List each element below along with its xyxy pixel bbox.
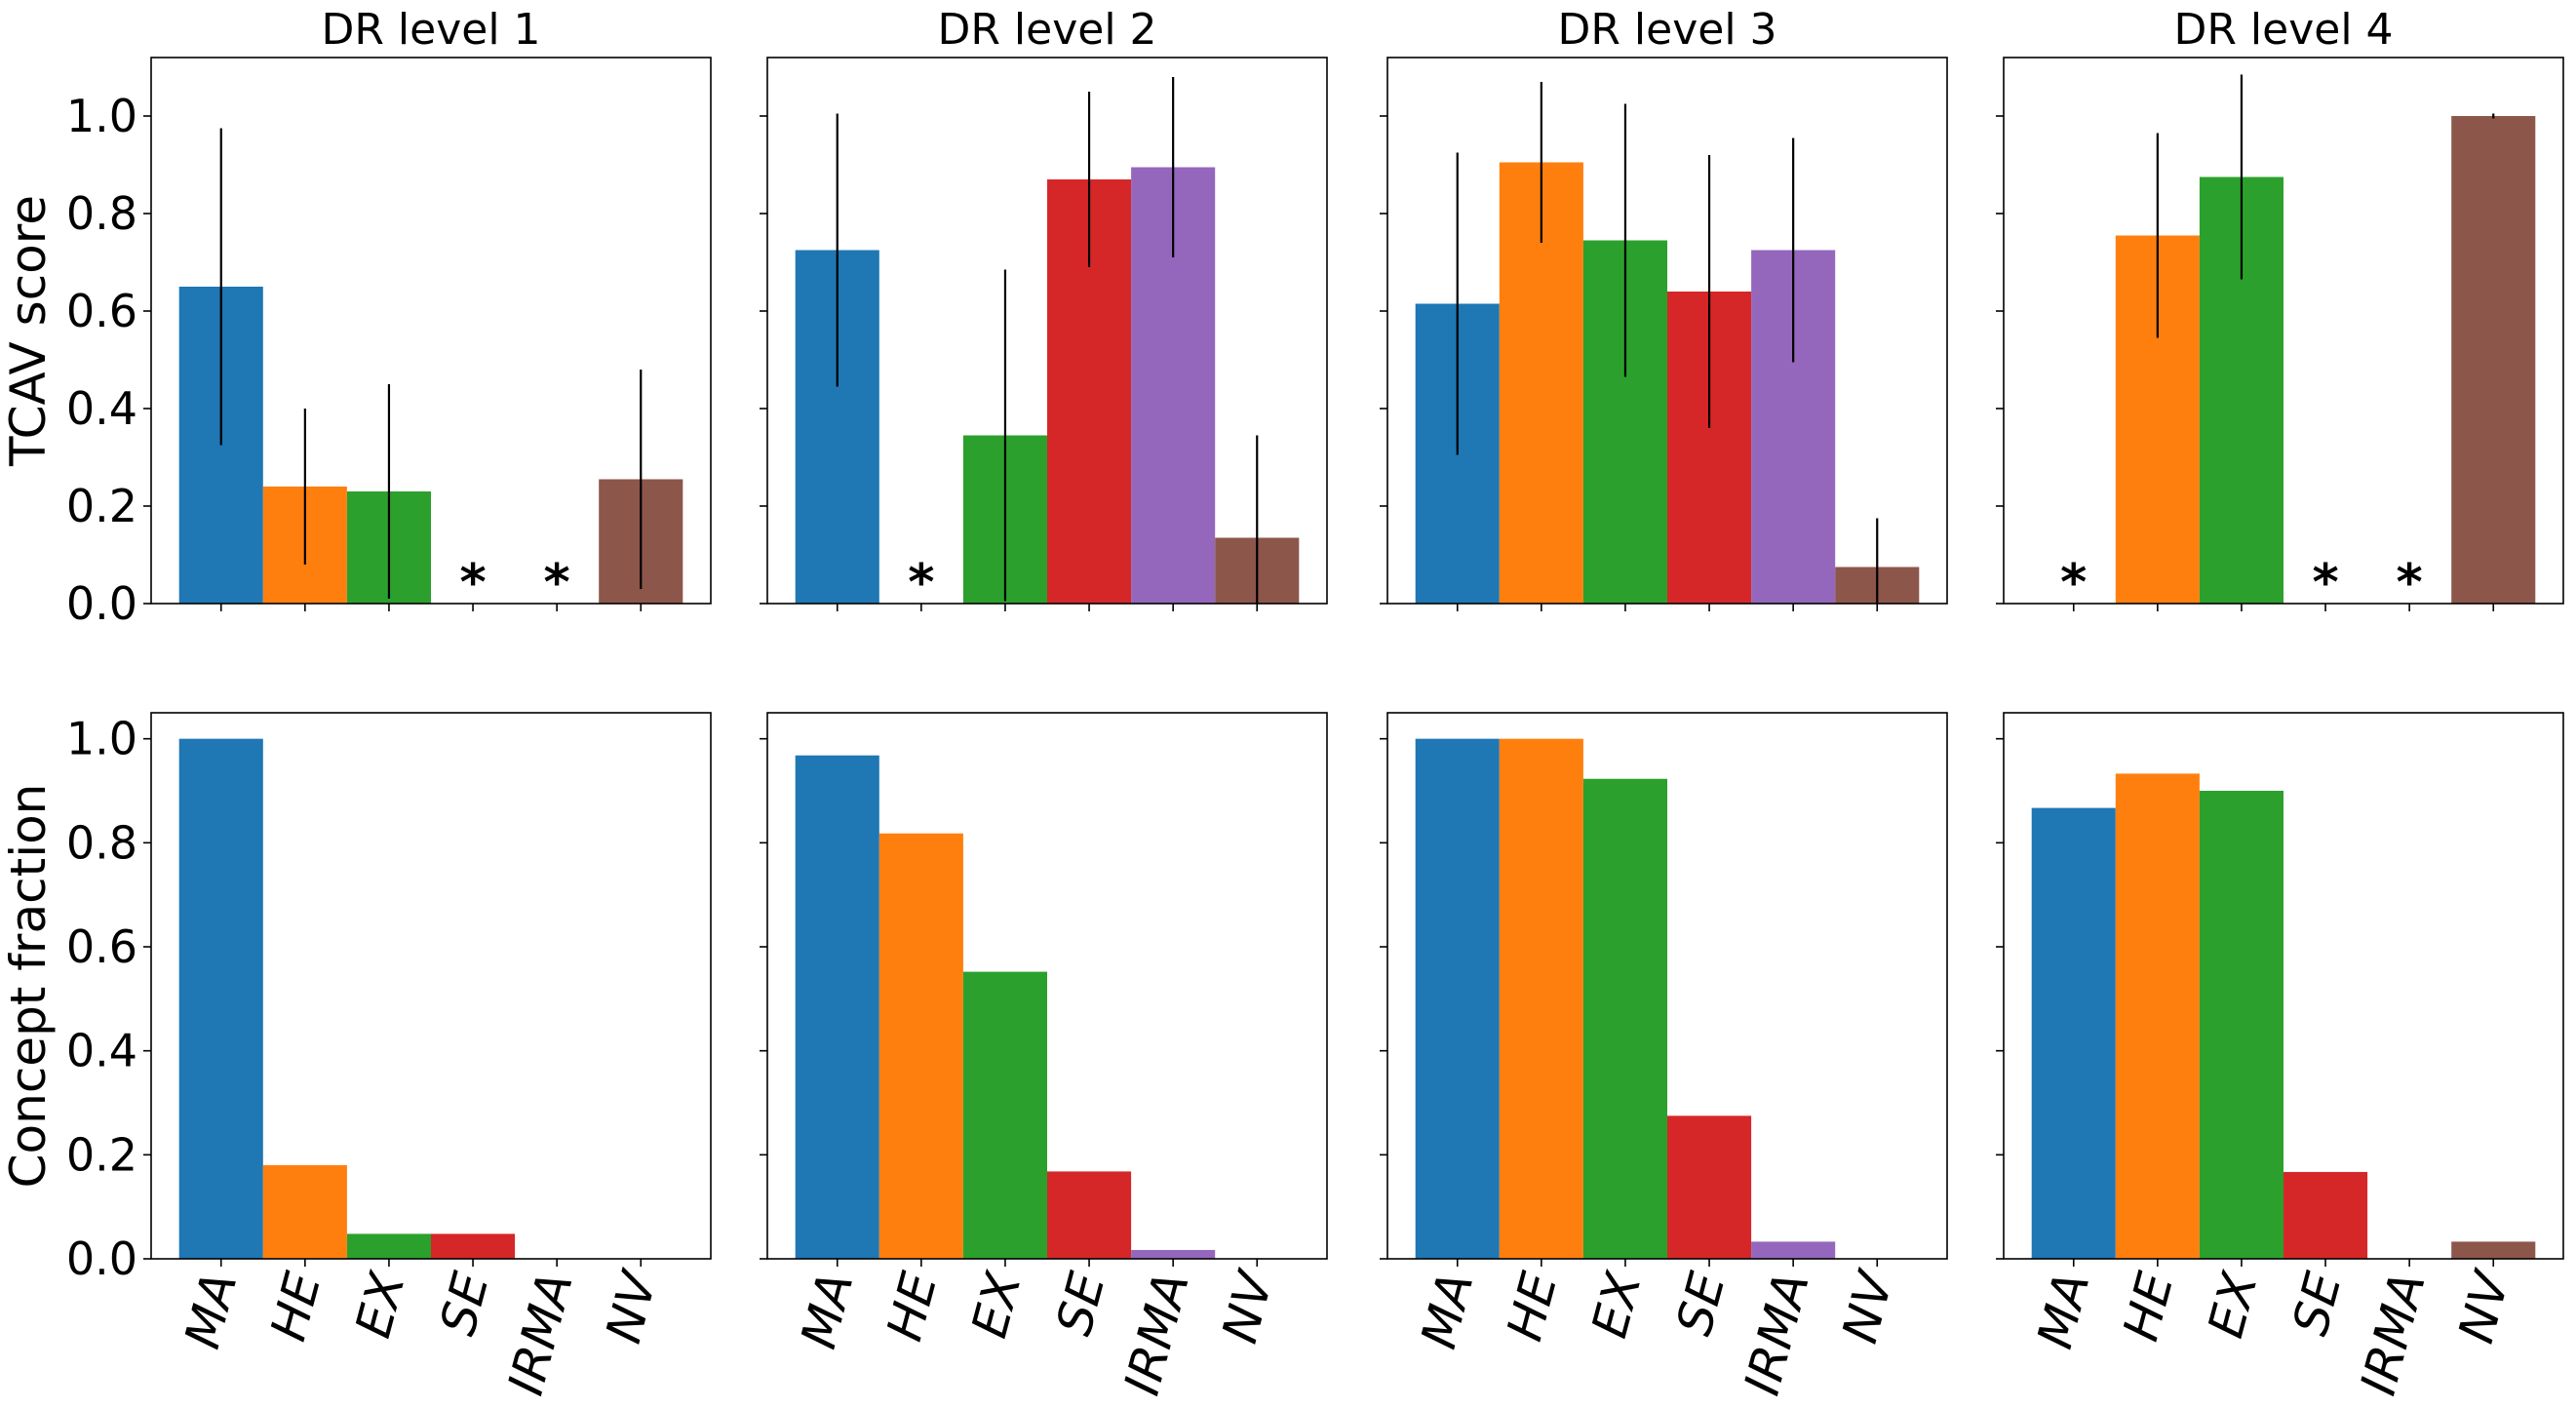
bar-he xyxy=(2115,773,2200,1259)
y-axis-label: TCAV score xyxy=(0,195,57,467)
x-tick-label-irma: IRMA xyxy=(2350,1267,2437,1401)
y-tick-label: 1.0 xyxy=(66,90,137,142)
axes-frame xyxy=(150,57,712,605)
missing-marker-se: * xyxy=(2312,554,2338,612)
x-tick-label-ex: EX xyxy=(344,1265,416,1343)
missing-marker-he: * xyxy=(908,554,934,612)
panel-row1-col4: DR level 4 * * * xyxy=(1996,5,2564,612)
axes-frame xyxy=(766,712,1328,1260)
x-tick-label-nv: NV xyxy=(1211,1263,1285,1349)
x-tick-label-nv: NV xyxy=(2447,1263,2521,1349)
bar-nv xyxy=(2451,1241,2536,1259)
x-tick-label-ma: MA xyxy=(790,1267,864,1354)
axes-frame xyxy=(1386,712,1948,1260)
bar-ex xyxy=(2199,791,2283,1259)
bar-nv xyxy=(2451,116,2536,604)
bar-ex xyxy=(1582,778,1667,1259)
x-tick-label-se: SE xyxy=(1045,1267,1116,1342)
bar-se xyxy=(1667,1115,1752,1259)
bar-irma xyxy=(1751,1241,1836,1259)
y-tick-label: 1.0 xyxy=(66,713,137,765)
x-tick-label-he: HE xyxy=(2113,1267,2185,1347)
axes-frame xyxy=(2003,57,2564,605)
bar-se xyxy=(2283,1171,2368,1259)
x-tick-label-he: HE xyxy=(1497,1267,1569,1347)
axes-frame xyxy=(1386,57,1948,605)
panel-row1-col1: DR level 1 * * 0.0 0.2 0.4 0.6 0.8 1.0 xyxy=(66,5,712,630)
bar-irma xyxy=(1131,1249,1216,1259)
bar-ex xyxy=(346,1233,431,1259)
bar-ma xyxy=(795,755,879,1259)
axes-frame xyxy=(2003,712,2564,1260)
panel-row1-col2: DR level 2 * xyxy=(760,5,1328,612)
x-tick-label-irma: IRMA xyxy=(1113,1267,1200,1401)
y-tick-label: 0.8 xyxy=(66,816,137,869)
bar-ma xyxy=(1415,738,1500,1259)
bar-ma xyxy=(178,738,263,1259)
bar-he xyxy=(1499,738,1583,1259)
bar-he xyxy=(878,833,963,1259)
x-tick-label-se: SE xyxy=(429,1267,500,1342)
bar-ma xyxy=(2031,807,2116,1259)
missing-marker-se: * xyxy=(459,554,486,612)
axes-frame xyxy=(150,712,712,1260)
y-tick-label: 0.6 xyxy=(66,920,137,973)
x-tick-label-ma: MA xyxy=(2026,1267,2100,1354)
y-tick-label: 0.0 xyxy=(66,1232,137,1285)
x-tick-label-he: HE xyxy=(877,1267,949,1347)
missing-marker-irma: * xyxy=(2397,554,2423,612)
x-tick-label-he: HE xyxy=(260,1267,332,1347)
y-tick-label: 0.6 xyxy=(66,285,137,337)
y-tick-label: 0.2 xyxy=(66,480,137,532)
y-tick-label: 0.4 xyxy=(66,1025,137,1077)
axes-frame xyxy=(766,57,1328,605)
y-tick-label: 0.4 xyxy=(66,382,137,435)
x-tick-label-ex: EX xyxy=(1581,1265,1653,1343)
panel-title: DR level 2 xyxy=(937,5,1156,55)
missing-marker-ma: * xyxy=(2060,554,2087,612)
bar-ex xyxy=(962,971,1047,1259)
y-tick-label: 0.2 xyxy=(66,1128,137,1181)
x-tick-label-irma: IRMA xyxy=(1734,1267,1820,1401)
y-axis-label: Concept fraction xyxy=(0,784,57,1189)
y-tick-label: 0.0 xyxy=(66,577,137,630)
x-tick-label-se: SE xyxy=(2282,1267,2353,1342)
x-tick-label-ma: MA xyxy=(1410,1267,1484,1354)
panel-title: DR level 1 xyxy=(321,5,540,55)
panel-row1-col3: DR level 3 xyxy=(1380,5,1948,611)
x-tick-label-ma: MA xyxy=(174,1267,248,1354)
x-tick-label-se: SE xyxy=(1665,1267,1737,1342)
bar-se xyxy=(431,1233,516,1259)
panel-title: DR level 3 xyxy=(1557,5,1776,55)
x-tick-label-ex: EX xyxy=(960,1265,1033,1343)
missing-marker-irma: * xyxy=(544,554,570,612)
bar-he xyxy=(262,1165,347,1259)
x-tick-label-nv: NV xyxy=(1831,1263,1905,1349)
x-tick-label-irma: IRMA xyxy=(497,1267,584,1401)
x-tick-label-ex: EX xyxy=(2197,1265,2269,1343)
x-tick-label-nv: NV xyxy=(595,1263,669,1349)
bar-se xyxy=(1047,1171,1132,1259)
panel-title: DR level 4 xyxy=(2173,5,2393,55)
y-tick-label: 0.8 xyxy=(66,187,137,240)
